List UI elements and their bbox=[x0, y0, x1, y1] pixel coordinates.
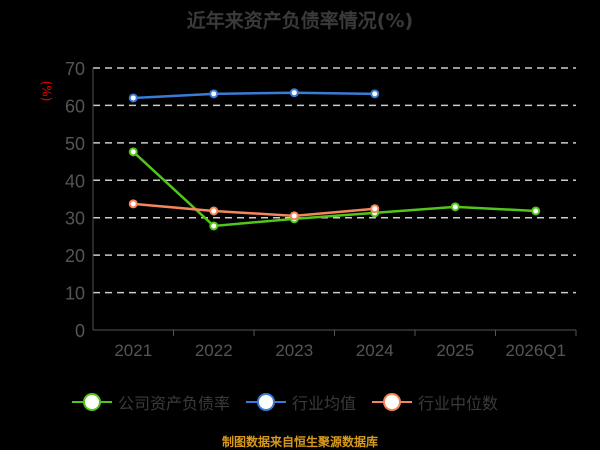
y-tick-label: 20 bbox=[65, 246, 85, 266]
y-tick-label: 60 bbox=[65, 96, 85, 116]
data-point-1 bbox=[128, 93, 138, 103]
y-tick-label: 70 bbox=[65, 59, 85, 79]
series-line-0 bbox=[132, 150, 536, 228]
data-point-2 bbox=[209, 206, 219, 216]
y-tick-label: 30 bbox=[65, 209, 85, 229]
x-tick-label: 2021 bbox=[114, 341, 152, 360]
legend-item-company[interactable]: 公司资产负债率 bbox=[72, 390, 230, 414]
data-point-2 bbox=[370, 204, 380, 214]
line-chart: 0 10 20 30 40 50 60 70 2021 2022 2023 2024 2025 2026Q… bbox=[65, 59, 577, 360]
series-line-2 bbox=[133, 202, 375, 218]
data-point-0 bbox=[128, 147, 138, 157]
data-point-2 bbox=[128, 199, 138, 209]
legend: 公司资产负债率 行业均值 行业中位数 bbox=[72, 390, 498, 414]
y-tick-label: 50 bbox=[65, 134, 85, 154]
data-point-1 bbox=[289, 88, 299, 98]
data-point-1 bbox=[209, 89, 219, 99]
data-point-1 bbox=[370, 89, 380, 99]
chart-title: 近年来资产负债率情况(%) bbox=[186, 10, 414, 32]
legend-label: 行业均值 bbox=[292, 394, 357, 413]
legend-item-industry-median[interactable]: 行业中位数 bbox=[372, 390, 498, 414]
y-tick-label: 0 bbox=[75, 321, 85, 341]
x-tick-label: 2026Q1 bbox=[506, 341, 567, 360]
legend-item-industry-average[interactable]: 行业均值 bbox=[246, 390, 356, 414]
source-footer: 制图数据来自恒生聚源数据库 bbox=[221, 435, 378, 449]
x-tick-label: 2025 bbox=[436, 341, 474, 360]
legend-marker-icon bbox=[372, 393, 413, 411]
series-line-1 bbox=[133, 91, 375, 100]
x-tick-label: 2022 bbox=[195, 341, 233, 360]
legend-marker-icon bbox=[246, 393, 287, 411]
data-point-0 bbox=[531, 206, 541, 216]
legend-label: 公司资产负债率 bbox=[118, 394, 231, 413]
x-tick-label: 2023 bbox=[275, 341, 313, 360]
legend-marker-icon bbox=[72, 393, 112, 411]
legend-label: 行业中位数 bbox=[418, 394, 499, 413]
x-tick-label: 2024 bbox=[356, 341, 394, 360]
data-point-2 bbox=[289, 211, 299, 221]
y-tick-label: 10 bbox=[65, 284, 85, 304]
y-tick-label: 40 bbox=[65, 171, 85, 191]
data-point-0 bbox=[450, 202, 460, 212]
data-point-0 bbox=[209, 221, 219, 231]
